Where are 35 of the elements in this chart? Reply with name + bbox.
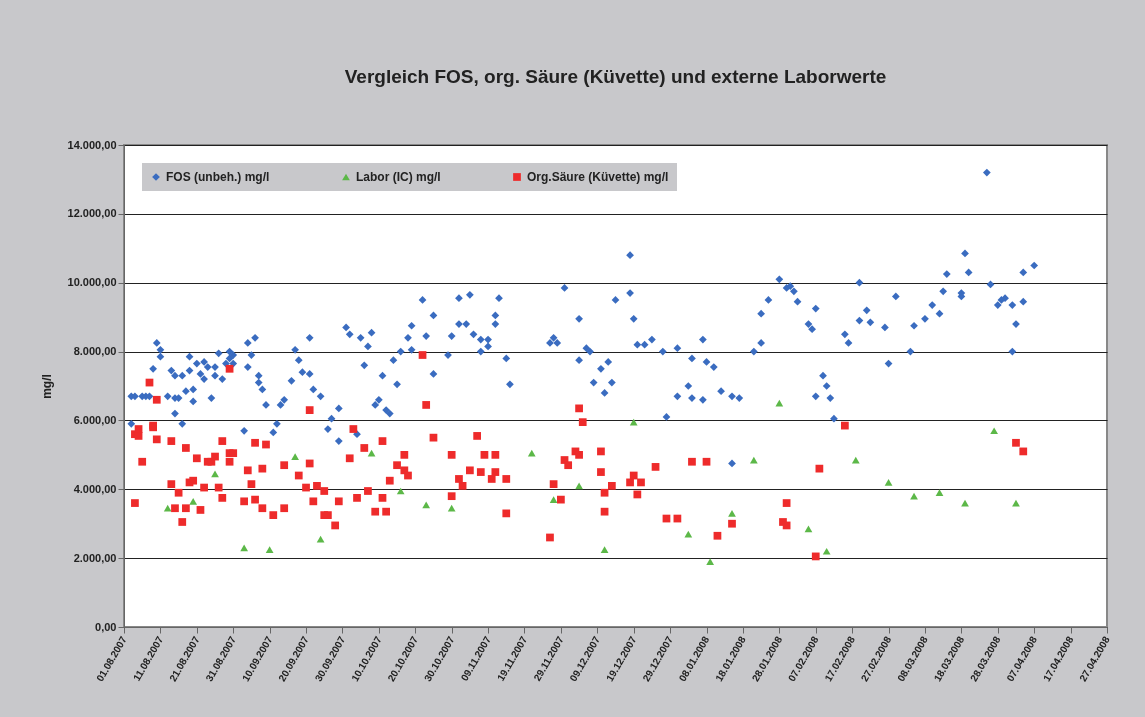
point [910,492,918,500]
point [822,547,831,555]
chart-title: Vergleich FOS, org. Säure (Küvette) und externe Laborwerte [344,66,887,87]
y-tick-label: 0,00 [95,620,117,633]
legend-label: FOS (unbeh.) mg/l [166,170,270,184]
point [804,525,813,533]
point [629,418,638,426]
point [706,558,715,565]
point [575,482,583,490]
legend-label: Org.Säure (Küvette) mg/l [527,170,669,184]
y-tick-label: 4.000,00 [73,482,117,495]
y-tick-label: 2.000,00 [73,551,117,564]
point [775,399,784,407]
point [935,489,944,497]
point [265,546,274,553]
y-tick-label: 12.000,00 [67,207,117,220]
y-axis-title: mg/l [39,374,54,399]
point [189,497,198,505]
point [728,510,736,517]
point [884,479,893,486]
point [163,504,172,512]
legend-label: Labor (IC) mg/l [356,170,441,184]
y-tick-label: 10.000,00 [67,276,117,289]
point [211,470,219,478]
y-tick-label: 6.000,00 [73,413,117,426]
point [549,496,558,503]
point [240,544,249,552]
point [316,535,325,543]
y-tick-label: 8.000,00 [73,345,117,358]
point [422,501,431,509]
point [990,427,999,435]
y-tick-label: 14.000,00 [67,138,117,151]
point [600,546,609,553]
point [291,453,299,460]
point [447,504,456,512]
